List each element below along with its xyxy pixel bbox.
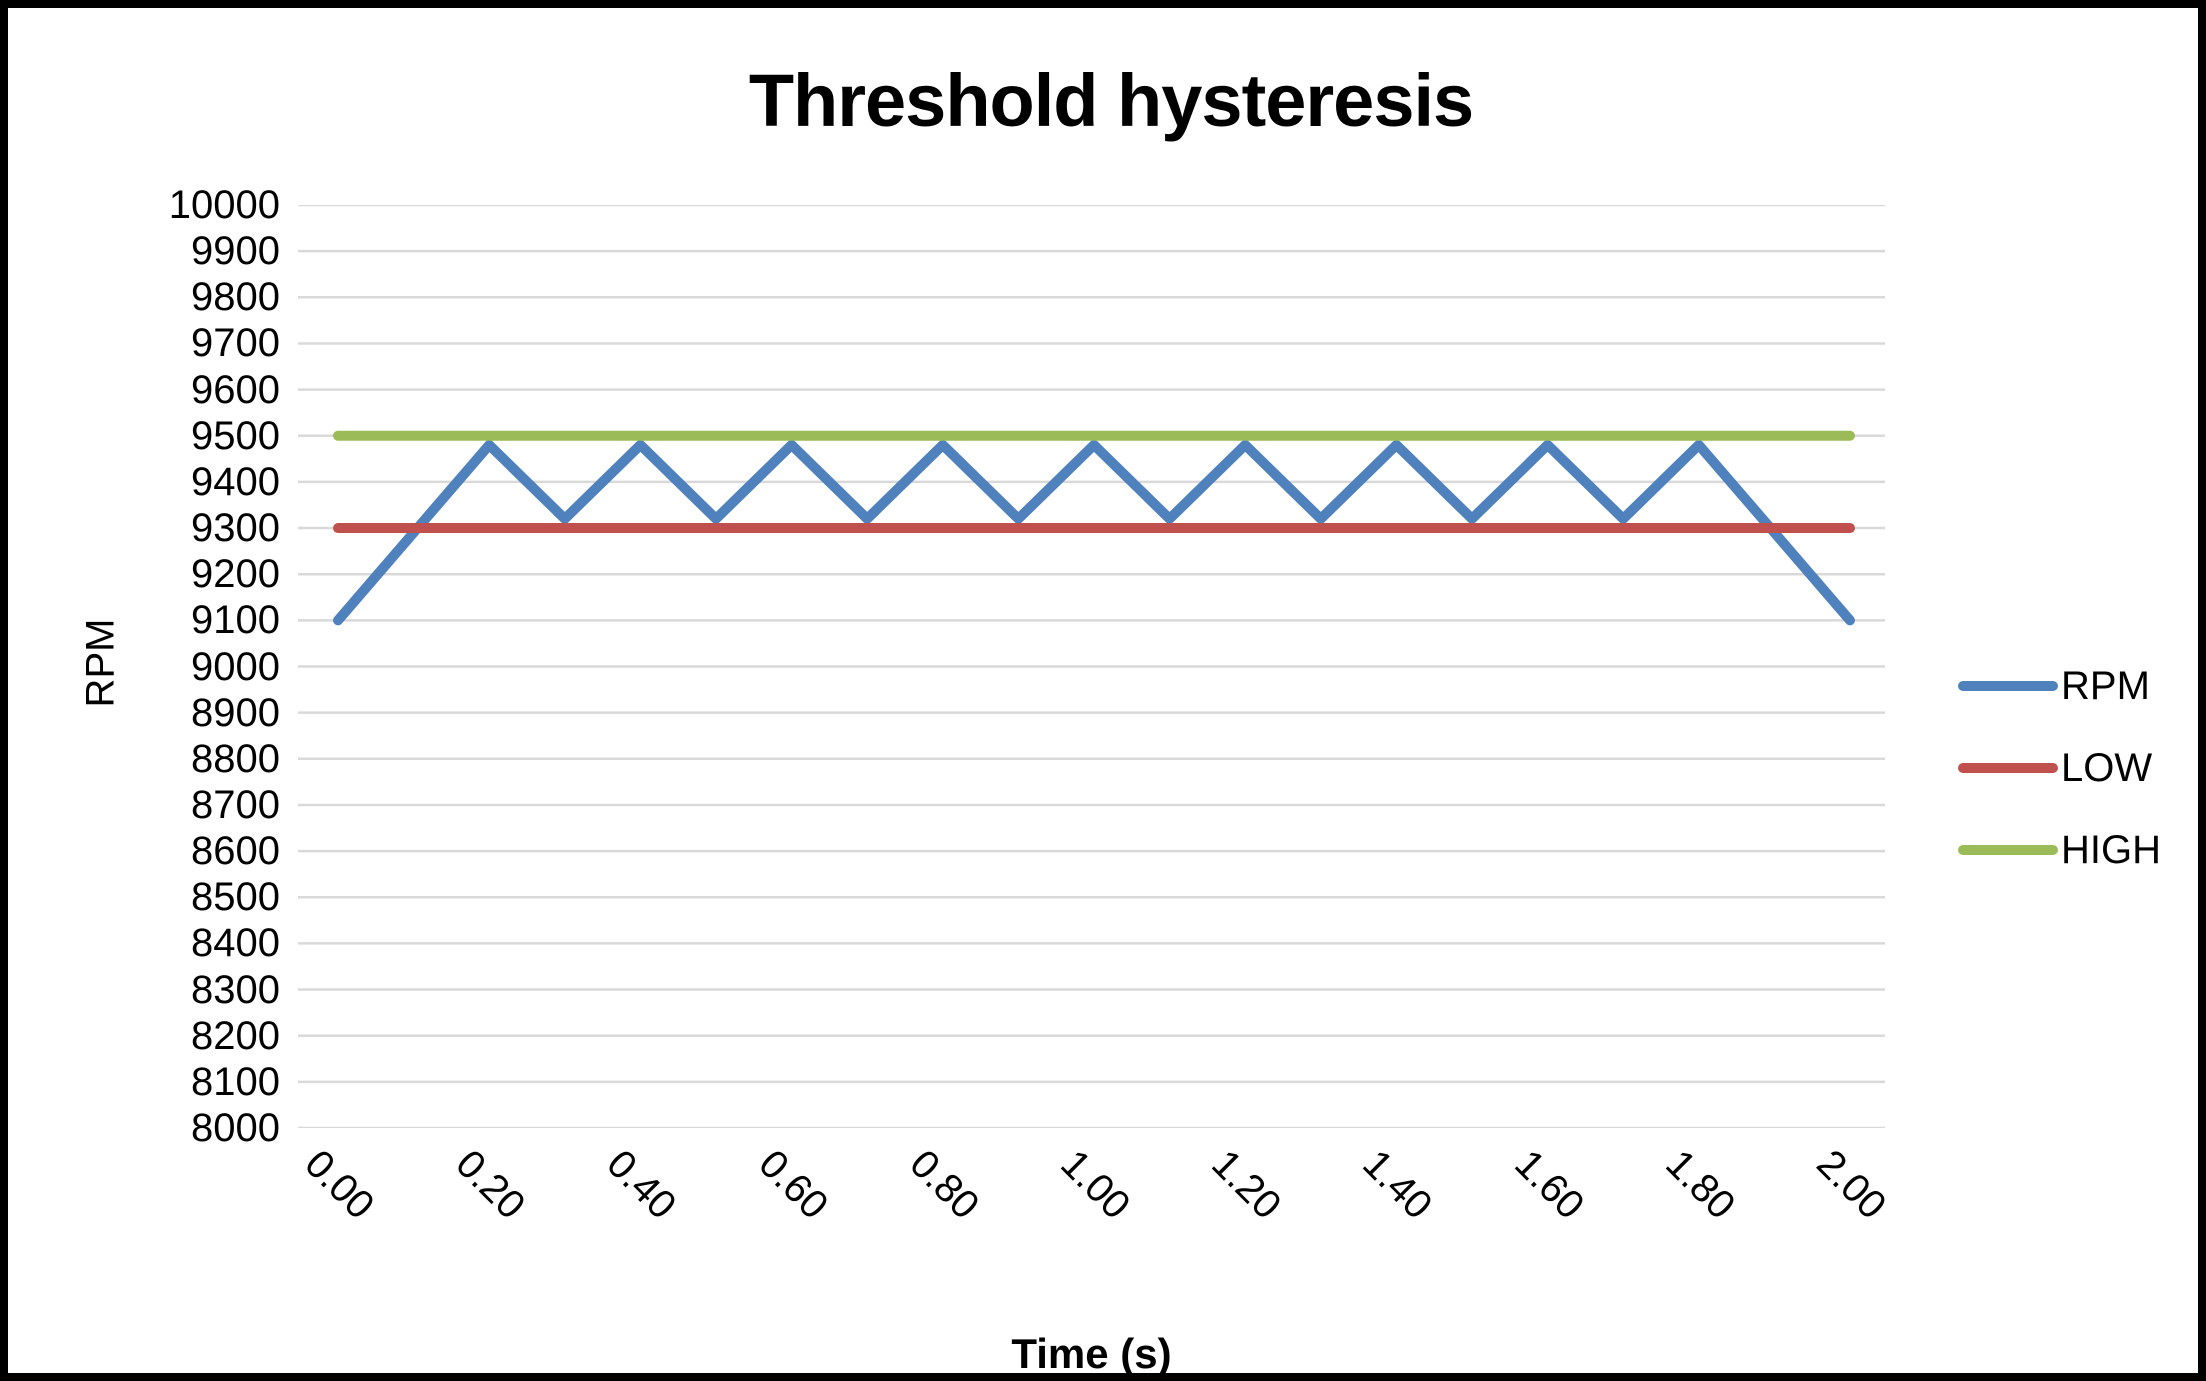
y-tick-label: 8100 — [191, 1059, 280, 1104]
y-tick-label: 8500 — [191, 875, 280, 920]
y-tick-label: 9600 — [191, 367, 280, 412]
plot-area — [298, 205, 1885, 1128]
x-tick-label: 1.80 — [1657, 1141, 1744, 1228]
legend-label: HIGH — [2061, 828, 2161, 872]
legend-item-rpm: RPM — [1958, 645, 2161, 727]
x-tick-label: 2.00 — [1808, 1141, 1895, 1228]
legend-item-low: LOW — [1958, 727, 2161, 809]
y-tick-label: 8400 — [191, 921, 280, 966]
x-tick-label: 0.20 — [447, 1141, 534, 1228]
x-tick-label: 1.40 — [1354, 1141, 1441, 1228]
x-tick-label: 1.00 — [1052, 1141, 1139, 1228]
legend-swatch-high — [1958, 845, 2058, 855]
y-tick-label: 9700 — [191, 321, 280, 366]
legend-label: RPM — [2061, 664, 2150, 708]
x-tick-label: 0.00 — [296, 1141, 383, 1228]
y-tick-label: 9500 — [191, 413, 280, 458]
legend: RPM LOW HIGH — [1958, 645, 2161, 891]
legend-item-high: HIGH — [1958, 809, 2161, 891]
y-tick-label: 10000 — [168, 183, 280, 227]
y-tick-label: 9100 — [191, 598, 280, 643]
y-tick-label: 9400 — [191, 459, 280, 504]
y-tick-label: 8200 — [191, 1013, 280, 1058]
chart-title: Threshold hysteresis — [748, 59, 1474, 142]
legend-label: LOW — [2061, 746, 2153, 790]
x-tick-label: 0.40 — [598, 1141, 685, 1228]
y-tick-label: 8700 — [191, 782, 280, 827]
y-tick-label: 9300 — [191, 506, 280, 551]
y-tick-label: 9000 — [191, 644, 280, 689]
y-tick-label: 9900 — [191, 229, 280, 274]
y-axis-title: RPM — [78, 618, 123, 708]
legend-swatch-low — [1958, 763, 2058, 773]
y-tick-label: 8800 — [191, 736, 280, 781]
x-tick-label: 0.80 — [901, 1141, 988, 1228]
series-line-rpm — [333, 439, 1855, 626]
y-tick-label: 9200 — [191, 552, 280, 597]
x-tick-label: 1.20 — [1203, 1141, 1290, 1228]
x-axis-title: Time (s) — [1011, 1330, 1172, 1377]
legend-swatch-rpm — [1958, 681, 2058, 691]
x-tick-label: 0.60 — [749, 1141, 837, 1228]
y-tick-label: 8600 — [191, 829, 280, 874]
y-tick-label: 8300 — [191, 967, 280, 1012]
y-tick-label: 9800 — [191, 275, 280, 320]
y-tick-label: 8000 — [191, 1106, 280, 1150]
y-tick-label: 8900 — [191, 690, 280, 735]
x-tick-label: 1.60 — [1505, 1141, 1593, 1228]
